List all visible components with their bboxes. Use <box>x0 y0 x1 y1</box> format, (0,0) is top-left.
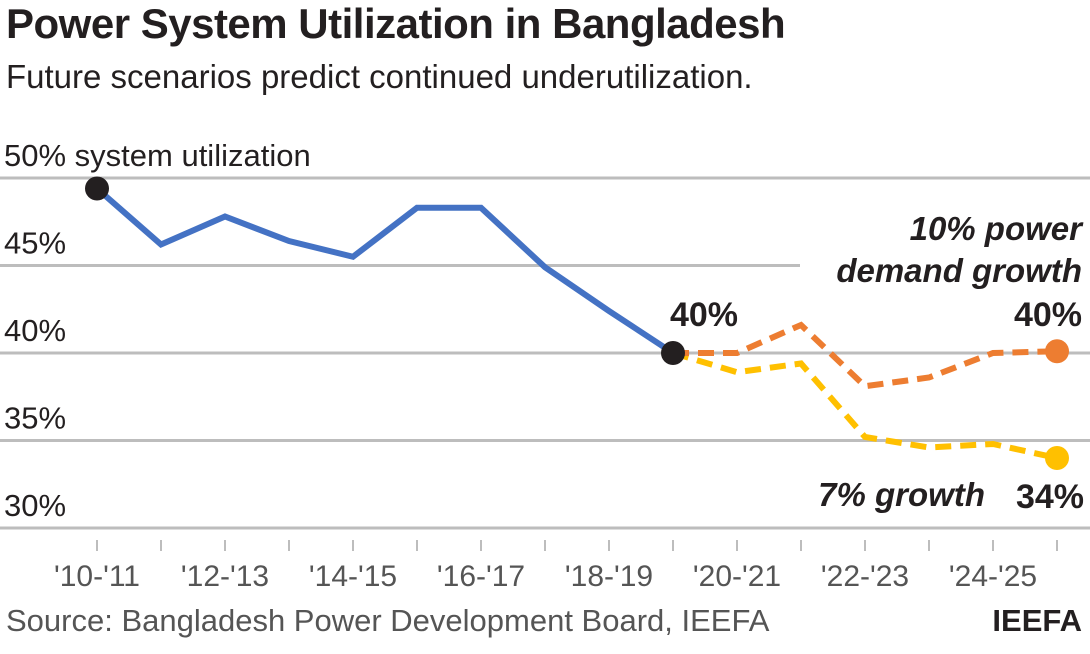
x-tick-label: '20-'21 <box>693 560 781 593</box>
annotation-7pct-label: 7% growth <box>818 476 985 513</box>
x-axis-ticks <box>96 540 1058 551</box>
marker-historical-end <box>661 341 685 365</box>
series-line-historical <box>95 186 675 356</box>
x-tick-label: '22-'23 <box>821 560 909 593</box>
y-tick-label-35: 35% <box>4 401 66 436</box>
annotation-10pct-label-line2: demand growth <box>836 252 1082 289</box>
y-tick-label-40: 40% <box>4 313 66 348</box>
series-lines <box>95 186 1058 461</box>
x-tick-label: '24-'25 <box>949 560 1037 593</box>
series-markers <box>85 176 1069 470</box>
brand-logo-text: IEEFA <box>992 603 1082 638</box>
y-tick-label-45: 45% <box>4 226 66 261</box>
series-line-10pct-growth <box>673 321 1058 390</box>
y-tick-label-30: 30% <box>4 488 66 523</box>
annotation-7pct-end-value: 34% <box>1016 478 1084 516</box>
x-tick-label: '12-'13 <box>181 560 269 593</box>
marker-7pct-end <box>1045 446 1069 470</box>
y-tick-label-50: 50% system utilization <box>4 138 311 173</box>
x-tick-label: '14-'15 <box>309 560 397 593</box>
source-note: Source: Bangladesh Power Development Boa… <box>6 603 770 638</box>
annotation-historical-end-value: 40% <box>670 296 738 334</box>
x-tick-label: '16-'17 <box>437 560 525 593</box>
x-axis-labels: '10-'11 '12-'13 '14-'15 '16-'17 '18-'19 '20-'… <box>54 560 1037 593</box>
marker-10pct-end <box>1045 339 1069 364</box>
chart-subtitle: Future scenarios predict continued under… <box>6 58 753 95</box>
chart-title: Power System Utilization in Bangladesh <box>6 0 786 47</box>
annotation-10pct-label-line1: 10% power <box>910 210 1085 247</box>
annotation-10pct-end-value: 40% <box>1014 296 1082 334</box>
y-axis-labels: 50% system utilization 45% 40% 35% 30% <box>4 138 311 523</box>
annotations: 40% 10% power demand growth 40% 7% growt… <box>670 210 1084 516</box>
marker-historical-start <box>85 176 109 201</box>
gridlines <box>0 176 1090 530</box>
x-tick-label: '18-'19 <box>565 560 653 593</box>
series-line-7pct-growth <box>672 350 1058 461</box>
x-tick-label: '10-'11 <box>54 560 140 593</box>
